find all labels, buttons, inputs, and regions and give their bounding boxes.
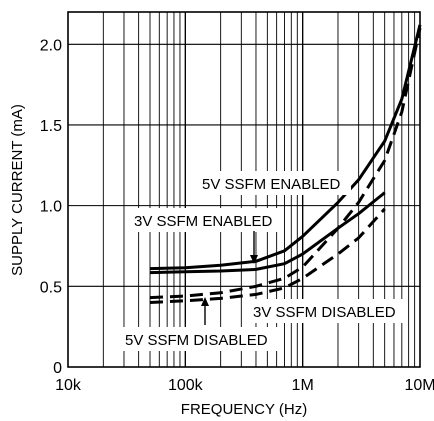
y-tick-label: 2.0 (40, 37, 62, 54)
annotation-5v-ssfm-enabled: 5V SSFM ENABLED (202, 176, 341, 193)
series-line-2 (149, 191, 386, 275)
label-bg-3v-enabled (128, 208, 278, 232)
y-tick-label: 1.0 (40, 199, 62, 216)
x-tick-label: 10M (404, 377, 434, 394)
series-line-1 (149, 24, 422, 271)
plot-frame (67, 11, 421, 368)
tick-labels: 10k 100k 1M 10M 0 0.5 1.0 1.5 2.0 (40, 37, 434, 394)
label-bg-5v-disabled (120, 327, 280, 351)
series-line-4 (149, 207, 386, 304)
annotation-5v-ssfm-disabled: 5V SSFM DISABLED (125, 332, 268, 349)
y-tick-label: 1.5 (40, 118, 62, 135)
annotation-3v-ssfm-enabled: 3V SSFM ENABLED (134, 213, 273, 230)
annotation-3v-ssfm-disabled: 3V SSFM DISABLED (253, 304, 396, 321)
x-tick-label: 1M (292, 377, 314, 394)
arrow-5v-disabled-head (201, 297, 209, 306)
label-bg-3v-disabled (248, 299, 406, 323)
curve-annotations: 5V SSFM ENABLED 3V SSFM ENABLED 3V SSFM … (120, 171, 406, 351)
arrow-3v-enabled-head (250, 255, 258, 264)
x-axis-label: FREQUENCY (Hz) (181, 401, 307, 418)
x-tick-label: 100k (168, 377, 204, 394)
x-tick-label: 10k (55, 377, 82, 394)
label-bg-5v-enabled (197, 171, 351, 195)
series-line-3 (149, 27, 422, 300)
y-tick-label: 0.5 (40, 279, 62, 296)
y-tick-label: 0 (53, 360, 62, 377)
series-layer (149, 24, 422, 304)
y-axis-label: SUPPLY CURRENT (mA) (9, 104, 26, 276)
